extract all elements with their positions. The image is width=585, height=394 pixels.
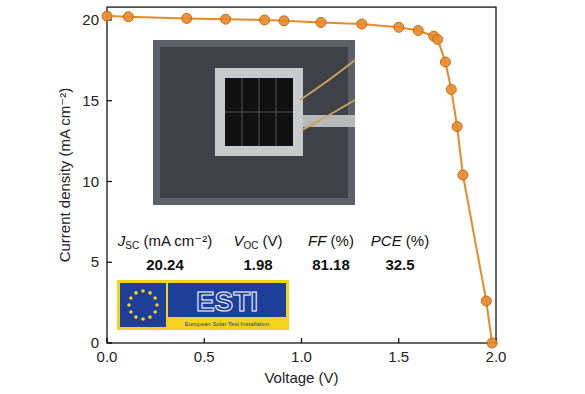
jv-point — [433, 34, 443, 44]
photo-frame — [215, 68, 303, 156]
jv-point — [452, 122, 462, 132]
metric-header: VOC (V) — [233, 232, 282, 251]
logo-star — [129, 310, 133, 314]
jv-point — [182, 13, 192, 23]
logo-flag — [120, 283, 166, 327]
jv-point — [221, 14, 231, 24]
metric-value: 1.98 — [243, 256, 272, 273]
x-tick-label: 1.0 — [291, 348, 312, 365]
logo-star — [153, 310, 157, 314]
logo-star — [127, 303, 131, 307]
logo-star — [148, 315, 152, 319]
x-tick-label: 0.5 — [194, 348, 215, 365]
logo-star — [153, 296, 157, 300]
esti-logo: ESTI European Solar Test Installation — [117, 280, 289, 330]
x-tick — [204, 338, 205, 343]
logo-star — [155, 303, 159, 307]
x-tick — [106, 338, 107, 343]
jv-point — [458, 170, 468, 180]
y-tick-label: 10 — [82, 173, 99, 190]
jv-point — [357, 19, 367, 29]
logo-star — [134, 315, 138, 319]
metric-sub: OC — [243, 240, 258, 251]
metric-symbol: FF — [308, 232, 327, 249]
y-tick-label: 0 — [91, 334, 99, 351]
photo-bg — [153, 40, 355, 205]
metric-symbol: PCE — [371, 232, 403, 249]
jv-point — [446, 84, 456, 94]
logo-caption: European Solar Test Installation — [185, 321, 270, 327]
logo-bg — [117, 280, 289, 330]
y-tick — [107, 342, 112, 343]
jv-point — [440, 57, 450, 67]
metric-unit: (%) — [402, 232, 430, 249]
metric-unit: (V) — [258, 232, 282, 249]
y-tick-label: 20 — [82, 11, 99, 28]
jv-point — [123, 12, 133, 22]
y-tick-label: 5 — [91, 253, 99, 270]
photo-cell — [225, 78, 293, 146]
logo-star — [148, 291, 152, 295]
metric-value: 32.5 — [385, 256, 414, 273]
y-tick — [107, 181, 112, 182]
x-tick-label: 0.0 — [97, 348, 118, 365]
data-group — [102, 11, 497, 348]
photo-probe — [300, 60, 355, 130]
jv-point — [316, 17, 326, 27]
jv-point — [413, 25, 423, 35]
jv-point — [260, 15, 270, 25]
logo-star — [141, 317, 145, 321]
x-tick-label: 2.0 — [486, 348, 507, 365]
y-tick — [107, 262, 112, 263]
metric-header: JSC (mA cm⁻²) — [117, 232, 212, 251]
metric-header: FF (%) — [308, 232, 354, 249]
jv-point — [279, 16, 289, 26]
logo-star — [141, 289, 145, 293]
metric-header: PCE (%) — [371, 232, 429, 249]
x-tick — [398, 338, 399, 343]
x-tick — [301, 338, 302, 343]
jv-point — [481, 296, 491, 306]
y-tick-label: 15 — [82, 92, 99, 109]
logo-band — [168, 283, 286, 317]
logo-star — [129, 296, 133, 300]
metric-value: 81.18 — [312, 256, 350, 273]
plot-frame — [107, 7, 496, 343]
logo-text: ESTI — [196, 286, 258, 317]
metric-sub: SC — [125, 240, 139, 251]
photo-cell-line — [225, 112, 293, 113]
jv-curve — [107, 16, 492, 343]
inset-photo — [153, 40, 355, 205]
logo-star — [134, 291, 138, 295]
jv-point — [102, 11, 112, 21]
jv-point — [394, 22, 404, 32]
chart: 0.0 0.5 1.0 1.5 2.0 0 5 10 15 20 Voltage (V) Curren… — [0, 0, 585, 394]
x-axis-title: Voltage (V) — [264, 369, 338, 386]
metric-unit: (mA cm⁻²) — [139, 232, 212, 249]
metric-value: 20.24 — [146, 256, 184, 273]
y-axis-title: Current density (mA cm⁻²) — [56, 88, 73, 263]
y-tick — [107, 100, 112, 101]
x-tick-label: 1.5 — [388, 348, 409, 365]
jv-point — [487, 338, 497, 348]
metric-unit: (%) — [326, 232, 354, 249]
